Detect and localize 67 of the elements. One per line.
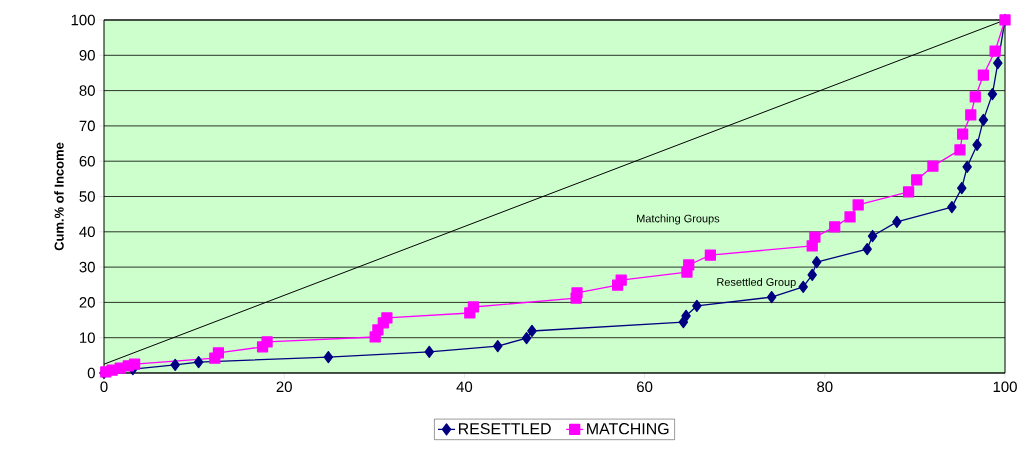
point [957, 128, 969, 140]
point [129, 358, 141, 370]
x-tick-label: 60 [637, 381, 653, 393]
y-tick-label: 0 [87, 367, 95, 379]
point [571, 287, 583, 299]
point [957, 181, 967, 195]
point [193, 355, 204, 369]
point [989, 45, 1001, 57]
point [212, 347, 225, 359]
y-tick-label: 20 [79, 297, 95, 308]
y-tick-label: 10 [80, 332, 95, 343]
annotation: Resettled Group [717, 277, 796, 289]
point [965, 109, 977, 121]
point [902, 186, 915, 198]
point [927, 160, 939, 172]
point [615, 274, 627, 286]
point [527, 324, 537, 338]
point [323, 350, 334, 364]
y-tick-label: 100 [71, 14, 95, 26]
legend-label: RESETTLED [458, 423, 551, 435]
point [704, 249, 717, 261]
point [977, 69, 990, 81]
point [521, 331, 532, 345]
x-tick-label: 0 [100, 381, 108, 393]
y-tick-label: 40 [79, 226, 95, 238]
point [972, 138, 982, 152]
point [170, 358, 180, 372]
point [987, 88, 998, 101]
point [681, 309, 691, 322]
point [892, 215, 902, 229]
point [683, 259, 695, 271]
point [947, 200, 957, 214]
point [809, 231, 821, 243]
point [467, 301, 480, 313]
point [954, 144, 966, 156]
y-tick-label: 90 [79, 50, 95, 61]
x-tick-label: 40 [456, 381, 473, 393]
point [424, 345, 435, 358]
point [962, 160, 972, 173]
point [807, 268, 817, 281]
y-tick-label: 60 [79, 155, 95, 167]
point [993, 56, 1003, 70]
point [492, 340, 503, 353]
legend-label: MATCHING [587, 423, 669, 435]
point [978, 113, 989, 127]
x-tick-label: 20 [276, 381, 292, 393]
point [844, 211, 856, 223]
point [867, 229, 878, 243]
y-tick-label: 70 [79, 120, 95, 132]
point [862, 242, 872, 256]
y-tick-label: 50 [79, 191, 95, 202]
x-tick-label: 100 [993, 381, 1017, 393]
y-axis-title: Cum.% of Income [54, 142, 64, 251]
point [829, 221, 841, 233]
point [969, 91, 981, 103]
point [692, 299, 702, 313]
point [381, 312, 393, 324]
point [766, 290, 777, 304]
point [798, 280, 808, 293]
annotation: Matching Groups [637, 214, 720, 225]
y-tick-label: 30 [79, 261, 95, 273]
point [261, 336, 273, 348]
point [811, 256, 822, 269]
y-tick-label: 80 [79, 85, 95, 96]
point [911, 174, 923, 186]
x-tick-label: 80 [817, 381, 833, 393]
point [852, 199, 864, 211]
